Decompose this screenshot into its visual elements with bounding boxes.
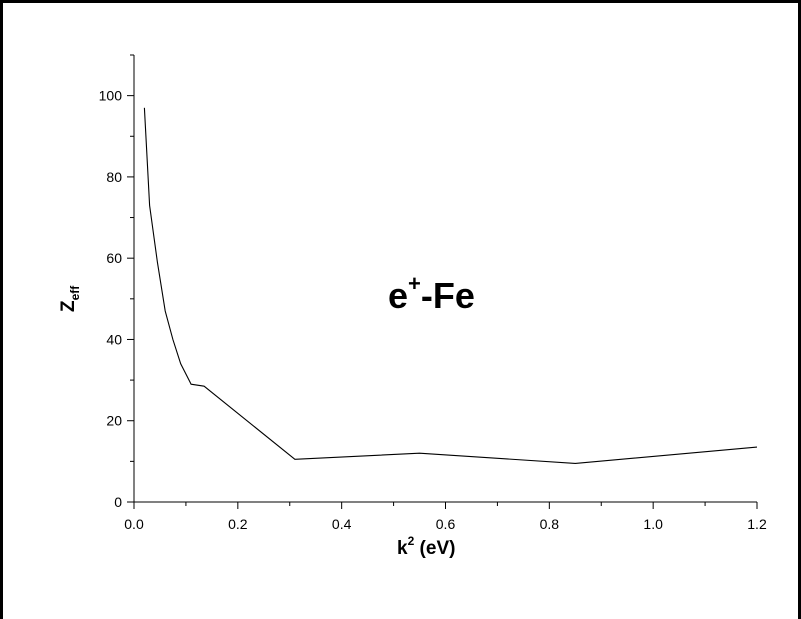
y-tick-label: 0: [114, 494, 122, 510]
ticks: 0.0 0.2 0.4 0.6 0.8 1.0 1.2 0 20 40 60 80 100: [99, 54, 767, 532]
y-tick-label: 100: [99, 88, 123, 104]
x-tick-label: 0.0: [124, 516, 144, 532]
x-tick-label: 0.4: [332, 516, 352, 532]
y-tick-label: 40: [106, 331, 122, 347]
x-tick-label: 1.0: [643, 516, 663, 532]
y-axis-label: Zeff: [58, 285, 82, 312]
data-marks: [143, 107, 758, 464]
x-tick-label: 0.6: [436, 516, 456, 532]
y-tick-label: 20: [106, 413, 122, 429]
x-axis-label: k2 (eV): [397, 534, 455, 559]
series-line: [143, 107, 758, 464]
y-tick-label: 60: [106, 250, 122, 266]
chart-annotation: e+-Fe: [388, 271, 475, 316]
x-tick-label: 0.2: [228, 516, 248, 532]
x-tick-label: 0.8: [540, 516, 560, 532]
y-axis-label-group: Zeff: [58, 285, 82, 312]
y-tick-label: 80: [106, 169, 122, 185]
x-tick-label: 1.2: [747, 516, 767, 532]
